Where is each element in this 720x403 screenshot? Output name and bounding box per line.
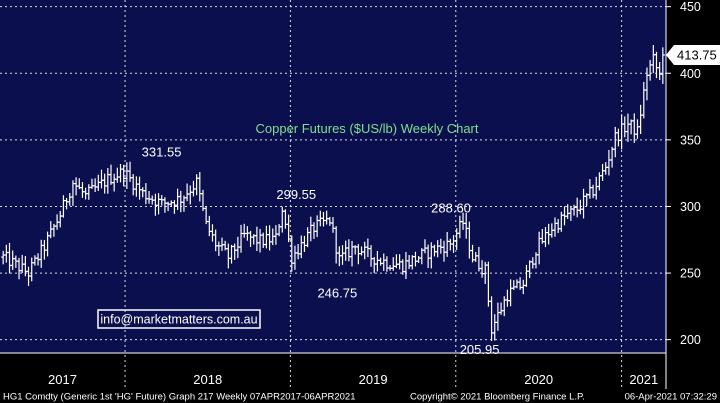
y-tick-label-300: 300	[680, 200, 701, 214]
watermark-text: info@marketmatters.com.au	[100, 313, 257, 327]
watermark-box: info@marketmatters.com.au	[97, 309, 261, 329]
x-axis: 2017 2018 2019 2020 2021	[48, 372, 658, 387]
annotation-331.55: 331.55	[142, 144, 182, 159]
watermark-border	[97, 309, 261, 329]
price-bar	[660, 47, 665, 84]
grid-lines	[0, 6, 666, 341]
x-tick-label-2019: 2019	[359, 372, 388, 387]
annotation-246.75: 246.75	[317, 285, 357, 300]
footer-timestamp: 06-Apr-2021 07:32:29	[625, 392, 717, 403]
y-tick-label-350: 350	[680, 133, 701, 147]
x-tick-label-2021: 2021	[629, 372, 658, 387]
annotation-299.55: 299.55	[276, 187, 316, 202]
annotation-288.60: 288.60	[431, 201, 471, 216]
footer-copyright: Copyright© 2021 Bloomberg Finance L.P.	[410, 392, 585, 403]
y-tick-label-200: 200	[680, 333, 701, 347]
annotation-205.95: 205.95	[460, 342, 500, 357]
x-tick-label-2017: 2017	[48, 372, 77, 387]
last-price-label: 413.75	[677, 47, 717, 62]
y-tick-label-450: 450	[680, 0, 701, 14]
y-tick-label-400: 400	[680, 67, 701, 81]
y-axis: 200 250 300 350 400 450	[666, 0, 701, 347]
x-tick-label-2018: 2018	[193, 372, 222, 387]
y-tick-label-250: 250	[680, 267, 701, 281]
price-bars	[1, 44, 665, 341]
last-price-tag: 413.75	[666, 44, 720, 65]
chart-title: Copper Futures ($US/lb) Weekly Chart	[255, 121, 478, 136]
last-price-marker	[666, 44, 720, 65]
x-tick-label-2020: 2020	[524, 372, 553, 387]
footer-security-info: HG1 Comdty (Generic 1st 'HG' Future) Gra…	[3, 392, 355, 403]
footer-bar	[0, 389, 720, 403]
